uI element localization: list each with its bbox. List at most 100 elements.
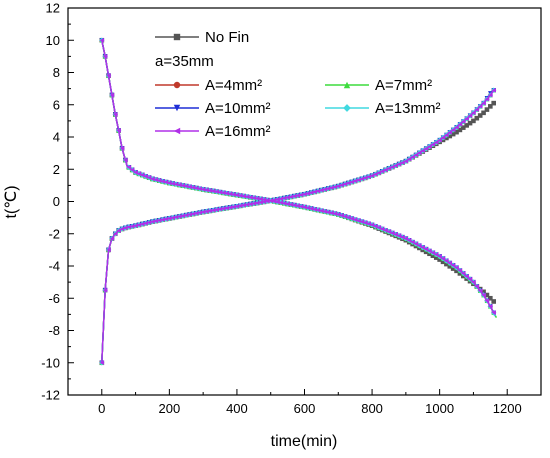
data-point: [197, 210, 203, 215]
data-point: [170, 181, 176, 186]
data-point: [383, 167, 388, 173]
y-tick-label: 12: [46, 1, 60, 16]
data-point: [116, 228, 121, 233]
data-point: [484, 107, 490, 112]
data-point: [298, 192, 304, 198]
data-point: [146, 220, 152, 225]
data-point: [217, 206, 223, 212]
data-point: [190, 211, 196, 217]
data-point: [437, 257, 442, 262]
data-point: [204, 187, 209, 193]
data-point: [234, 204, 240, 209]
data-point: [373, 223, 378, 229]
data-point: [258, 200, 263, 205]
data-point: [217, 189, 223, 195]
data-point: [471, 118, 476, 124]
legend-label: A=16mm²: [205, 123, 270, 140]
data-point: [484, 96, 490, 102]
data-point: [383, 228, 388, 233]
data-point: [440, 259, 446, 265]
data-point: [447, 130, 453, 135]
data-point: [471, 110, 476, 116]
data-point: [298, 204, 304, 209]
data-point: [406, 238, 412, 243]
data-point: [406, 156, 412, 162]
data-point: [123, 157, 128, 163]
data-point: [491, 310, 496, 315]
data-point: [123, 225, 128, 231]
data-point: [481, 289, 486, 295]
data-point: [116, 128, 121, 133]
data-point: [275, 197, 280, 202]
series-9: [99, 87, 497, 366]
data-point: [244, 202, 250, 207]
data-point: [444, 132, 449, 138]
data-point: [210, 188, 216, 194]
data-point: [106, 247, 111, 253]
data-point: [457, 271, 463, 276]
data-point: [454, 268, 459, 274]
data-point: [491, 100, 496, 106]
data-point: [464, 123, 469, 128]
series-line: [101, 40, 497, 317]
data-point: [450, 127, 456, 133]
data-point: [477, 104, 483, 109]
data-point: [417, 150, 422, 156]
data-point: [335, 212, 341, 217]
data-point: [427, 248, 432, 254]
data-point: [177, 182, 182, 188]
data-point: [363, 175, 368, 181]
data-point: [403, 158, 409, 164]
legend-item: No Fin: [155, 29, 249, 46]
data-point: [430, 253, 436, 258]
legend-marker: [173, 127, 181, 135]
series-2: [99, 37, 497, 317]
data-point: [136, 222, 142, 228]
data-point: [251, 195, 257, 201]
data-point: [278, 196, 284, 202]
data-point: [319, 187, 324, 193]
legend-label: A=10mm²: [205, 100, 270, 117]
data-point: [366, 221, 371, 227]
data-point: [153, 177, 159, 183]
legend-label: A=4mm²: [205, 77, 262, 94]
legend-marker: [173, 104, 181, 112]
data-point: [308, 190, 314, 195]
data-point: [102, 54, 108, 59]
data-point: [214, 207, 219, 213]
data-point: [379, 169, 385, 174]
data-point: [156, 178, 162, 183]
data-point: [113, 112, 118, 117]
series-4: [99, 37, 498, 318]
data-point: [413, 241, 419, 247]
y-tick-label: -6: [48, 291, 60, 306]
x-tick-label: 1000: [425, 401, 454, 416]
data-point: [177, 214, 182, 219]
data-point: [457, 127, 463, 133]
legend-marker: [343, 104, 351, 112]
data-point: [150, 176, 155, 182]
data-point: [133, 170, 138, 175]
y-tick-label: 8: [53, 65, 60, 80]
data-point: [376, 225, 382, 230]
data-point: [224, 191, 230, 196]
data-point: [194, 210, 199, 216]
data-point: [433, 140, 439, 145]
data-point: [454, 129, 459, 135]
legend-marker: [343, 81, 351, 89]
data-point: [363, 220, 368, 226]
data-point: [349, 216, 355, 221]
data-point: [312, 207, 317, 212]
data-point: [251, 201, 257, 206]
data-point: [420, 148, 426, 154]
data-point: [460, 271, 466, 276]
y-tick-label: -8: [48, 323, 60, 338]
data-point: [488, 92, 493, 98]
data-point: [227, 205, 233, 210]
data-point: [265, 198, 270, 204]
data-point: [204, 209, 209, 214]
data-point: [417, 243, 422, 248]
data-point: [400, 234, 405, 240]
legend-item: A=13mm²: [325, 100, 440, 117]
data-point: [207, 188, 213, 193]
